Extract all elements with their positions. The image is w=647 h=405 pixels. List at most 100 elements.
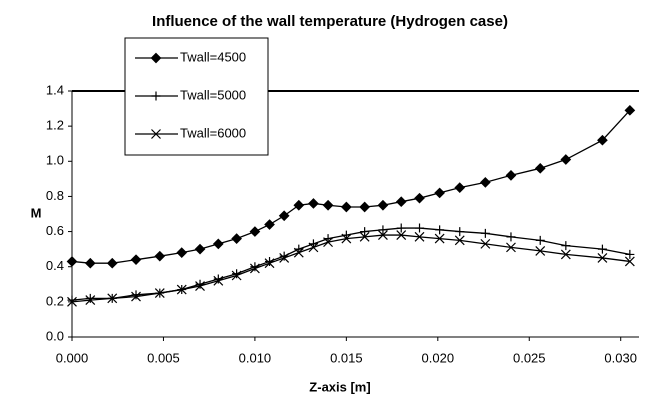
marker <box>264 219 275 230</box>
marker <box>323 237 333 248</box>
marker <box>154 250 166 262</box>
marker <box>85 293 95 303</box>
marker <box>434 233 445 244</box>
marker <box>131 290 141 300</box>
marker <box>534 162 546 174</box>
x-axis-label: Z-axis [m] <box>309 379 370 394</box>
marker <box>212 238 224 250</box>
marker <box>454 235 465 246</box>
marker <box>378 230 388 241</box>
marker <box>560 154 572 165</box>
marker <box>341 201 352 213</box>
marker <box>293 199 305 211</box>
y-tick-label: 0.0 <box>46 328 64 343</box>
marker <box>597 253 608 263</box>
marker <box>624 256 635 267</box>
marker <box>597 134 608 146</box>
marker <box>480 177 491 188</box>
chart-title: Influence of the wall temperature (Hydro… <box>152 13 508 30</box>
marker <box>396 223 406 233</box>
marker <box>176 284 187 295</box>
marker <box>151 129 161 139</box>
x-tick-label: 0.020 <box>422 350 455 365</box>
x-tick-label: 0.005 <box>147 350 180 365</box>
legend: Twall=4500 Twall=5000 Twall=6000 <box>124 37 269 156</box>
x-tick-label: 0.025 <box>513 350 546 365</box>
marker <box>194 243 206 255</box>
marker <box>506 232 516 242</box>
marker <box>278 210 290 222</box>
legend-label: Twall=5000 <box>180 87 246 102</box>
marker <box>176 247 188 259</box>
marker <box>625 249 635 259</box>
marker <box>341 233 352 244</box>
marker <box>359 231 370 242</box>
marker <box>359 201 370 213</box>
y-tick-label: 1.4 <box>46 82 64 97</box>
marker <box>455 227 465 237</box>
marker <box>85 295 96 306</box>
marker <box>106 257 118 269</box>
x-tick-label: 0.010 <box>239 350 272 365</box>
marker <box>308 198 319 209</box>
marker <box>506 242 516 253</box>
marker <box>107 293 118 304</box>
marker <box>535 235 545 245</box>
legend-label: Twall=6000 <box>180 125 246 140</box>
y-tick-label: 0.2 <box>46 293 64 308</box>
marker <box>195 281 205 291</box>
marker <box>249 263 260 274</box>
marker <box>213 275 224 286</box>
marker <box>231 270 242 281</box>
marker <box>377 199 389 211</box>
marker <box>67 295 77 305</box>
marker <box>67 296 77 307</box>
x-tick-label: 0.030 <box>604 350 637 365</box>
marker <box>279 253 290 263</box>
x-tick-label: 0.015 <box>330 350 363 365</box>
y-tick-label: 1.2 <box>46 118 64 133</box>
marker <box>150 52 162 64</box>
marker <box>560 249 571 260</box>
marker <box>231 233 242 244</box>
marker <box>535 245 546 256</box>
marker <box>154 288 165 298</box>
marker <box>454 182 466 193</box>
y-tick-label: 0.8 <box>46 188 64 203</box>
marker <box>395 196 407 208</box>
legend-label: Twall=4500 <box>180 49 246 64</box>
y-tick-label: 0.6 <box>46 223 64 238</box>
y-tick-label: 1.0 <box>46 153 64 168</box>
marker <box>249 226 261 237</box>
marker <box>130 254 142 266</box>
marker <box>66 256 78 267</box>
y-axis-label: M <box>31 205 42 220</box>
marker <box>415 223 425 233</box>
marker <box>624 104 636 116</box>
marker <box>505 169 517 181</box>
marker <box>378 225 388 235</box>
marker <box>561 241 571 251</box>
y-tick-label: 0.4 <box>46 258 64 273</box>
x-tick-label: 0.000 <box>56 350 89 365</box>
marker <box>264 258 275 269</box>
marker <box>480 228 490 238</box>
marker <box>195 279 205 289</box>
marker <box>131 291 141 302</box>
marker <box>434 187 445 199</box>
marker <box>293 247 304 258</box>
marker <box>308 242 319 253</box>
marker <box>414 231 425 242</box>
marker <box>414 192 425 204</box>
marker <box>480 238 491 249</box>
series-line <box>71 109 631 264</box>
marker <box>597 244 607 254</box>
marker <box>396 230 407 241</box>
marker <box>151 91 161 101</box>
marker <box>360 227 370 237</box>
series-line <box>71 234 630 303</box>
marker <box>322 199 334 211</box>
marker <box>84 257 96 269</box>
marker <box>213 274 223 284</box>
